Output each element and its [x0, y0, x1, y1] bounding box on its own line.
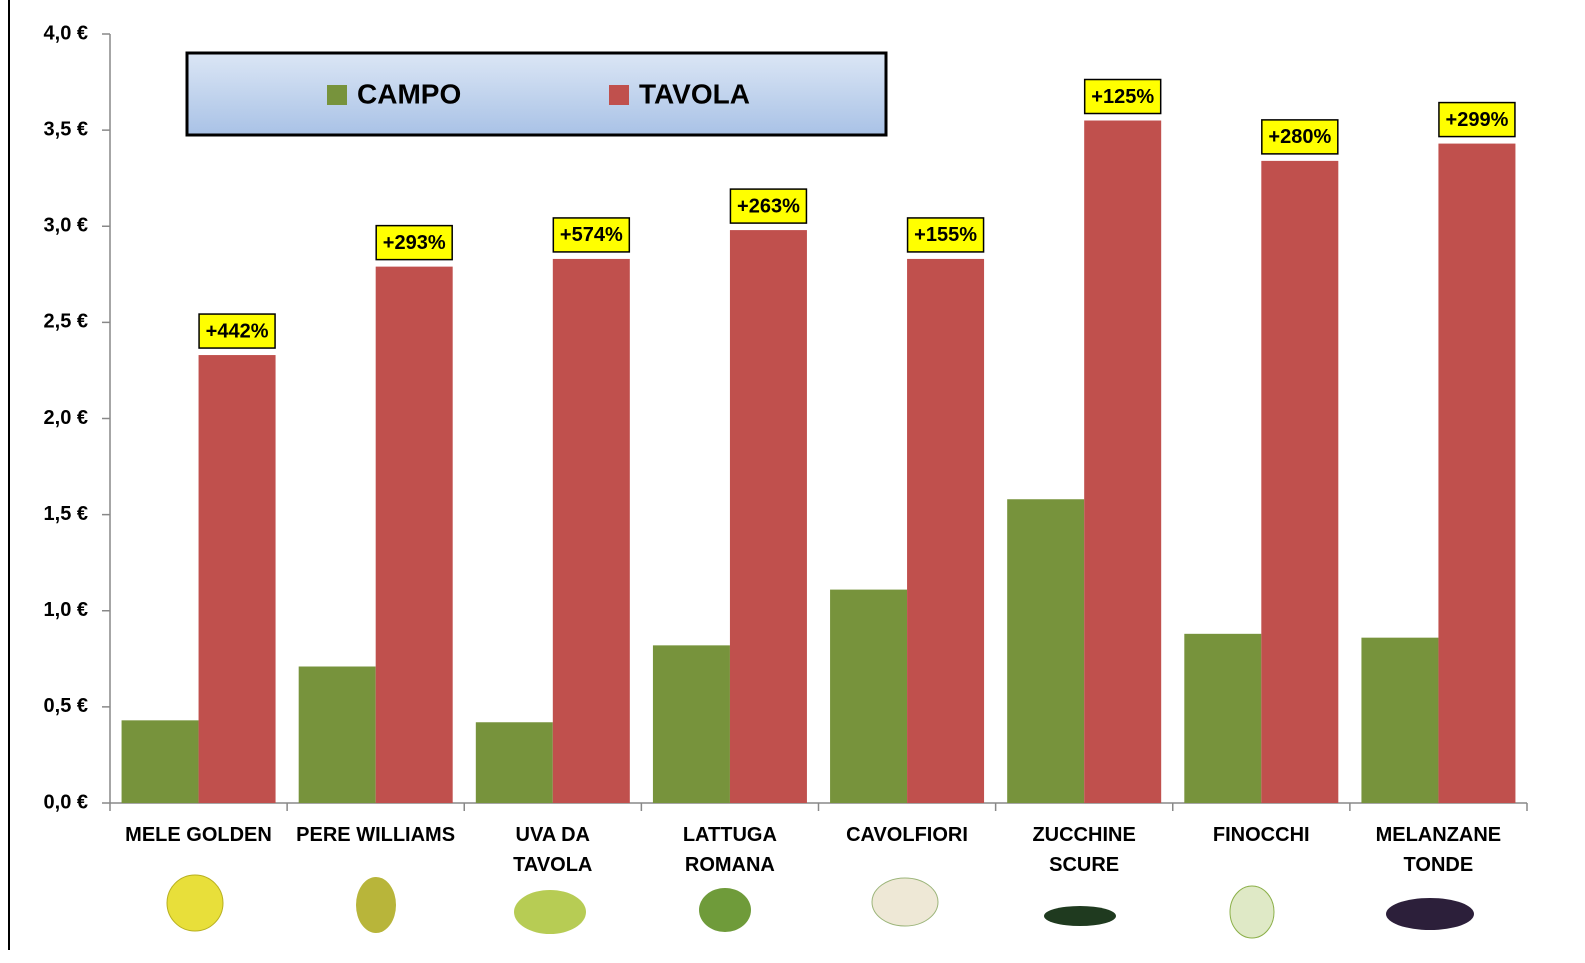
x-tick-label: LATTUGA ROMANA: [682, 824, 777, 876]
icon-zucchini: [1044, 906, 1116, 926]
annotation-box: [552, 217, 631, 253]
bar: [121, 720, 199, 803]
y-tick-label: 1,5 €: [44, 503, 88, 525]
icon-grapes: [514, 890, 586, 934]
annotation-box: [198, 313, 276, 349]
annotation: +442%: [206, 320, 269, 342]
bar: [298, 666, 376, 803]
annotation-box: [729, 188, 808, 224]
icon-fennel: [1229, 885, 1275, 939]
y-tick-label: 3,0 €: [44, 215, 88, 237]
icon-cauliflower: [871, 877, 939, 927]
x-tick-label: MELE GOLDEN: [125, 824, 272, 846]
x-tick-label: CAVOLFIORI: [846, 824, 968, 846]
bar: [375, 266, 453, 803]
y-tick-label: 3,5 €: [44, 118, 88, 140]
annotation-box: [1438, 101, 1516, 138]
annotation: +293%: [383, 232, 446, 254]
bar: [907, 258, 985, 803]
annotation-box: [1083, 78, 1162, 115]
annotation-box: [906, 217, 985, 253]
icon-pear: [356, 877, 396, 933]
annotation: +125%: [1091, 86, 1154, 108]
x-tick-label: UVA DA TAVOLA: [513, 824, 593, 876]
legend-label: TAVOLA: [639, 78, 750, 109]
legend-swatch: [609, 85, 629, 105]
y-tick-label: 1,0 €: [44, 599, 88, 621]
bar: [1084, 120, 1162, 803]
icons: [166, 874, 1474, 939]
bar: [475, 722, 553, 803]
bar: [1184, 633, 1262, 803]
annotation-box: [1261, 119, 1339, 155]
icon-lettuce: [699, 888, 751, 932]
annotation: +155%: [914, 224, 977, 246]
bar: [1261, 160, 1339, 803]
icon-eggplant: [1386, 898, 1474, 930]
bar: [830, 589, 908, 803]
bar: [729, 230, 807, 804]
annotation-box: [375, 224, 453, 261]
bar: [552, 258, 630, 803]
x-tick-label: ZUCCHINE SCURE: [1032, 824, 1136, 876]
legend-swatch: [327, 85, 347, 105]
annotation: +299%: [1446, 109, 1509, 131]
y-tick-label: 0,5 €: [44, 695, 88, 717]
y-tick-label: 2,5 €: [44, 311, 88, 333]
icon-apple: [166, 874, 224, 932]
bar: [652, 645, 730, 803]
legend-box: [185, 51, 888, 137]
y-tick-label: 0,0 €: [44, 791, 88, 813]
bar: [1438, 143, 1516, 803]
x-tick-label: PERE WILLIAMS: [296, 824, 456, 846]
bar: [198, 355, 276, 803]
legend-label: CAMPO: [357, 78, 461, 109]
y-tick-label: 4,0 €: [44, 22, 88, 44]
y-tick-label: 2,0 €: [44, 407, 88, 429]
annotation: +280%: [1268, 126, 1331, 148]
x-tick-label: FINOCCHI: [1212, 824, 1310, 846]
bar: [1007, 499, 1085, 803]
x-tick-label: MELANZANE TONDE: [1375, 824, 1502, 876]
annotation: +263%: [737, 195, 800, 217]
bar: [1361, 637, 1439, 803]
annotation: +574%: [560, 224, 623, 246]
